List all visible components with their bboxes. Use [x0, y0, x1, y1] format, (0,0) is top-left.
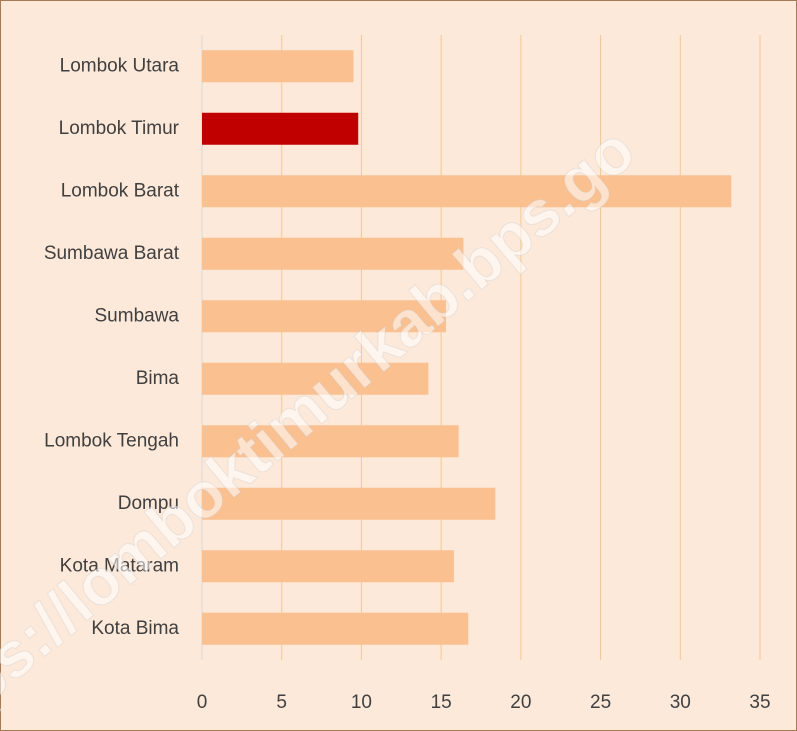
- bar: [202, 300, 446, 333]
- x-tick-label: 15: [431, 692, 452, 713]
- bar: [202, 50, 354, 83]
- x-tick-label: 5: [276, 692, 287, 713]
- bar: [202, 612, 469, 645]
- bar: [202, 362, 429, 395]
- y-tick-label: Lombok Barat: [61, 180, 180, 201]
- y-tick-label: Lombok Timur: [59, 118, 180, 139]
- y-tick-label: Dompu: [118, 493, 179, 514]
- x-tick-label: 35: [749, 692, 770, 713]
- bar: [202, 237, 464, 270]
- x-tick-label: 30: [670, 692, 691, 713]
- bar: [202, 425, 459, 458]
- y-tick-label: Bima: [136, 368, 180, 389]
- x-tick-label: 20: [510, 692, 531, 713]
- x-tick-label: 25: [590, 692, 611, 713]
- y-tick-label: Lombok Utara: [60, 55, 180, 76]
- y-tick-label: Sumbawa Barat: [44, 243, 180, 264]
- y-tick-label: Kota Mataram: [60, 555, 179, 576]
- bar: [202, 550, 454, 583]
- bar: [202, 112, 359, 145]
- y-tick-label: Lombok Tengah: [44, 430, 179, 451]
- bar: [202, 487, 496, 520]
- y-tick-label: Kota Bima: [91, 618, 179, 639]
- y-tick-label: Sumbawa: [95, 305, 180, 326]
- x-tick-label: 10: [351, 692, 372, 713]
- bar: [202, 175, 732, 208]
- x-tick-label: 0: [197, 692, 208, 713]
